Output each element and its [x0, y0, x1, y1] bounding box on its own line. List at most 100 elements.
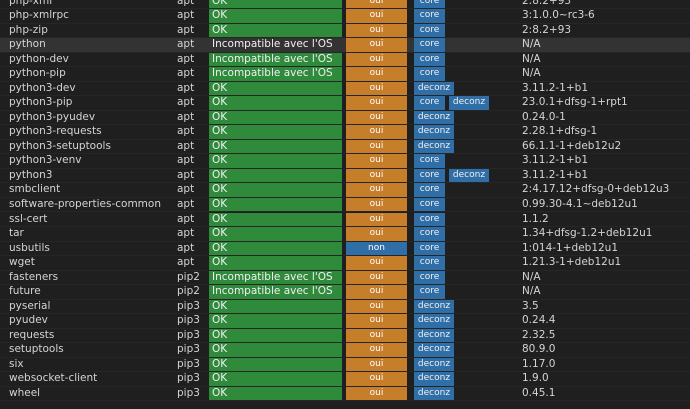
- package-manager: apt: [177, 52, 195, 65]
- table-row: setuptools pip3 OK oui deconz 80.9.0: [0, 343, 690, 358]
- table-row: python3 apt OK oui core deconz 3.11.2-1+b1: [0, 168, 690, 184]
- install-badge: oui: [346, 0, 407, 9]
- table-row: python3-pip apt OK oui core deconz 23.0.1+dfsg…: [0, 96, 690, 111]
- package-name: php-xml: [9, 0, 53, 7]
- table-row: python-dev apt Incompatible avec l'OS oui co…: [0, 52, 690, 68]
- version: N/A: [522, 52, 541, 65]
- status: OK: [209, 256, 342, 270]
- status: Incompatible avec l'OS: [209, 67, 342, 81]
- status: OK: [209, 328, 342, 343]
- tag-badge: deconz: [449, 96, 489, 110]
- status: OK: [209, 110, 342, 125]
- tag-badge: core: [414, 38, 445, 52]
- package-manager: apt: [177, 139, 195, 152]
- status: OK: [209, 212, 342, 226]
- package-manager: pip3: [177, 343, 200, 356]
- version: 2:8.2+93: [522, 23, 572, 36]
- package-manager: apt: [177, 9, 195, 22]
- install-badge: oui: [346, 67, 407, 81]
- tag-badge: deconz: [414, 81, 454, 96]
- table-row: pyserial pip3 OK oui deconz 3.5: [0, 299, 690, 315]
- tag-badge: core: [414, 154, 445, 168]
- package-manager: apt: [177, 227, 195, 240]
- package-name: python-pip: [9, 67, 66, 80]
- package-name: python-dev: [9, 52, 69, 65]
- tag-badge: core: [414, 241, 445, 256]
- install-badge: oui: [346, 96, 407, 110]
- version: 3:1.0.0~rc3-6: [522, 9, 595, 22]
- package-manager: apt: [177, 197, 195, 210]
- table-row: software-properties-common apt OK oui core 0.…: [0, 197, 690, 213]
- install-badge: oui: [346, 270, 407, 285]
- install-badge: oui: [346, 357, 407, 372]
- install-badge: oui: [346, 212, 407, 226]
- version: 0.24.4: [522, 314, 556, 327]
- install-badge: oui: [346, 314, 407, 328]
- package-manager: apt: [177, 0, 195, 7]
- install-badge: oui: [346, 328, 407, 343]
- table-row: pyudev pip3 OK oui deconz 0.24.4: [0, 314, 690, 329]
- tag-badge: deconz: [414, 110, 454, 125]
- install-badge: oui: [346, 110, 407, 125]
- table-row: python3-requests apt OK oui deconz 2.28.1+dfs…: [0, 125, 690, 140]
- package-name: future: [9, 285, 41, 298]
- package-name: software-properties-common: [9, 197, 161, 210]
- table-row: future pip2 Incompatible avec l'OS oui core N…: [0, 285, 690, 300]
- version: 3.5: [522, 299, 539, 312]
- package-manager: apt: [177, 67, 195, 80]
- version: 3.11.2-1+b1: [522, 81, 589, 94]
- table-row: python3-dev apt OK oui deconz 3.11.2-1+b1: [0, 81, 690, 97]
- table-row: python3-venv apt OK oui core 3.11.2-1+b1: [0, 154, 690, 169]
- package-name: fasteners: [9, 270, 59, 283]
- tag-badge: deconz: [449, 168, 489, 183]
- tag-badge: deconz: [414, 139, 454, 154]
- tag-badge: core: [414, 227, 445, 241]
- status: Incompatible avec l'OS: [209, 285, 342, 299]
- table-row: php-xml apt OK oui core 2:8.2+93: [0, 0, 690, 10]
- tag-badge: core: [414, 23, 445, 38]
- version: 1.21.3-1+deb12u1: [522, 256, 622, 269]
- status: OK: [209, 9, 342, 23]
- table-row: requests pip3 OK oui deconz 2.32.5: [0, 328, 690, 344]
- version: 2:4.17.12+dfsg-0+deb12u3: [522, 183, 670, 196]
- install-badge: oui: [346, 52, 407, 67]
- status: Incompatible avec l'OS: [209, 270, 342, 285]
- tag-badge: core: [414, 183, 445, 197]
- version: 3.11.2-1+b1: [522, 168, 589, 181]
- version: 23.0.1+dfsg-1+rpt1: [522, 96, 628, 109]
- status: OK: [209, 23, 342, 38]
- status: OK: [209, 197, 342, 212]
- tag-badge: deconz: [414, 328, 454, 343]
- table-row: python-pip apt Incompatible avec l'OS oui co…: [0, 67, 690, 82]
- status: OK: [209, 241, 342, 256]
- table-row: php-zip apt OK oui core 2:8.2+93: [0, 23, 690, 39]
- package-name: python: [9, 38, 46, 51]
- package-name: requests: [9, 328, 55, 341]
- package-manager: pip2: [177, 270, 200, 283]
- package-manager: apt: [177, 110, 195, 123]
- version: N/A: [522, 285, 541, 298]
- package-name: usbutils: [9, 241, 50, 254]
- package-manager: pip3: [177, 386, 200, 399]
- package-name: python3-venv: [9, 154, 82, 167]
- version: 2.32.5: [522, 328, 556, 341]
- version: 66.1.1-1+deb12u2: [522, 139, 622, 152]
- table-row: php-xmlrpc apt OK oui core 3:1.0.0~rc3-6: [0, 9, 690, 24]
- tag-badge: deconz: [414, 357, 454, 372]
- version: 1.1.2: [522, 212, 549, 225]
- tag-badge: core: [414, 256, 445, 270]
- package-manager: apt: [177, 256, 195, 269]
- package-name: websocket-client: [9, 372, 98, 385]
- package-name: smbclient: [9, 183, 61, 196]
- package-manager: pip3: [177, 357, 200, 370]
- package-manager: apt: [177, 38, 195, 51]
- package-name: six: [9, 357, 24, 370]
- status: Incompatible avec l'OS: [212, 38, 333, 51]
- table-row: tar apt OK oui core 1.34+dfsg-1.2+deb12u1: [0, 227, 690, 242]
- install-badge: oui: [346, 81, 407, 96]
- install-badge: oui: [346, 168, 407, 183]
- table-row: six pip3 OK oui deconz 1.17.0: [0, 357, 690, 373]
- table-row: python3-setuptools apt OK oui deconz 66.1.1-1…: [0, 139, 690, 155]
- version: 2.28.1+dfsg-1: [522, 125, 598, 138]
